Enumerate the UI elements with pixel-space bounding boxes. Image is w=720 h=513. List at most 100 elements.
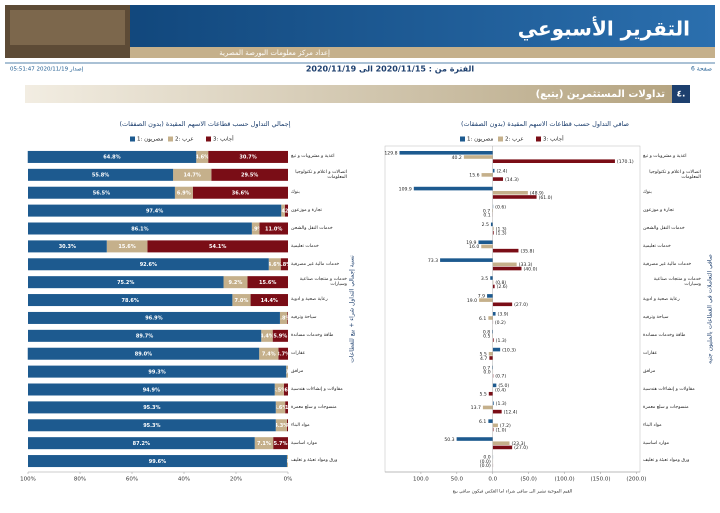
category-label-box: رعاية صحية و ادوية	[291, 291, 347, 309]
category-label-box: خدمات مالية غير مصرفية	[291, 255, 347, 273]
value-label: (14.3)	[505, 177, 519, 183]
value-label: 0.1	[483, 213, 490, 219]
category-label-box: اغذية و مشروبات و تبغ	[643, 148, 701, 166]
category-label-box: تجارة و موزعون	[643, 202, 701, 220]
category-label-box: ورق ومواد تعبئة و تغليف	[291, 452, 347, 470]
value-label: 5.5	[479, 392, 486, 398]
category-label: خدمات مالية غير مصرفية	[643, 255, 701, 273]
category-label-box: خدمات و منتجات صناعية وسيارات	[643, 273, 701, 291]
value-label: 13.7	[471, 405, 481, 411]
category-label: مواد البناء	[643, 416, 701, 434]
bar	[490, 276, 493, 280]
bar	[487, 294, 493, 298]
bar	[493, 410, 502, 414]
value-label: (0.0)	[480, 463, 491, 469]
value-label: (0.2)	[495, 320, 506, 326]
subtitle-bar	[130, 47, 715, 58]
segment-label: 15.6%	[259, 280, 276, 286]
category-label: رعاية صحية و ادوية	[291, 291, 347, 309]
segment-label: 54.1%	[209, 244, 226, 250]
segment-label: 14.4%	[261, 298, 278, 304]
bar	[493, 424, 498, 428]
legend-swatch	[168, 137, 173, 142]
segment-label: 4.6%	[268, 262, 282, 268]
x-tick-label: 0%	[284, 477, 293, 483]
segment-label: 14.7%	[184, 173, 201, 179]
segment-label: 6.9%	[177, 191, 191, 197]
category-label: سياحة وترفيه	[291, 309, 347, 327]
value-label: 3.5	[481, 276, 488, 282]
category-label: خدمات النقل والشحن	[291, 220, 347, 238]
category-label-box: مقاولات و إنشاءات هندسية	[643, 381, 701, 399]
category-label: مقاولات و إنشاءات هندسية	[291, 381, 347, 399]
legend-label: عرب :2	[505, 137, 524, 143]
bar	[488, 419, 492, 423]
legend-label: أجانب :3	[213, 135, 234, 143]
bar	[457, 437, 493, 441]
value-label: (0.4)	[495, 387, 506, 393]
x-tick-label: 40%	[178, 477, 190, 483]
legend-swatch	[130, 137, 135, 142]
segment-label: 96.9%	[145, 316, 162, 322]
segment-label: 78.6%	[122, 298, 139, 304]
chart-title: صافي التداول حسب قطاعات الاسهم المقيدة (…	[461, 120, 630, 128]
section-number: ٤.	[677, 90, 686, 100]
value-label: (12.4)	[504, 409, 518, 415]
category-label: خدمات مالية غير مصرفية	[291, 255, 347, 273]
segment-label: 29.5%	[241, 173, 258, 179]
value-label: 16.0	[469, 244, 479, 250]
category-label: تجارة و موزعون	[291, 202, 347, 220]
value-label: 15.6	[469, 173, 479, 179]
bar	[478, 240, 492, 244]
category-label-box: طاقة وخدمات مساندة	[291, 327, 347, 345]
category-label-box: مرافق	[643, 363, 701, 381]
category-label-box: خدمات النقل والشحن	[291, 220, 347, 238]
category-label: مواد البناء	[291, 416, 347, 434]
category-label: منسوجات و سلع معمرة	[643, 398, 701, 416]
page-number: صفحة 6	[691, 66, 712, 73]
category-label: خدمات و منتجات صناعية وسيارات	[643, 273, 701, 291]
bar	[493, 159, 615, 163]
bar	[479, 298, 493, 302]
category-label-box: خدمات مالية غير مصرفية	[643, 255, 701, 273]
segment-label: 95.3%	[143, 423, 160, 429]
value-label: (0.7)	[495, 374, 506, 380]
segment-label: 30.3%	[59, 244, 76, 250]
category-label-box: عقارات	[291, 345, 347, 363]
category-label-box: ورق ومواد تعبئة و تغليف	[643, 452, 701, 470]
segment-label: 95.3%	[143, 405, 160, 411]
segment-label: 87.2%	[133, 441, 150, 447]
report-title: التقرير الأسبوعي	[518, 16, 690, 42]
category-label-box: تجارة و موزعون	[291, 202, 347, 220]
category-label: خدمات و منتجات صناعية وسيارات	[291, 273, 347, 291]
value-label: 2.5	[482, 222, 489, 228]
legend-swatch	[206, 137, 211, 142]
bar	[493, 267, 522, 271]
category-label-box: عقارات	[643, 345, 701, 363]
value-label: 6.1	[479, 316, 486, 322]
legend-label: أجانب :3	[543, 135, 564, 143]
bar	[493, 285, 495, 289]
bar	[491, 223, 493, 227]
value-label: (1.3)	[496, 338, 507, 344]
segment-label: 5.7%	[274, 441, 288, 447]
category-label: تجارة و موزعون	[643, 202, 701, 220]
value-label: 4.7	[480, 356, 487, 362]
bar	[493, 191, 528, 195]
bar	[482, 173, 493, 177]
value-label: 0.0	[483, 369, 490, 375]
x-tick-label: 80%	[74, 477, 86, 483]
category-label-box: رعاية صحية و ادوية	[643, 291, 701, 309]
category-label: اتصالات و اعلام و تكنولوجيا المعلومات	[291, 166, 347, 184]
category-label-box: موارد اساسية	[643, 434, 701, 452]
segment-label: 15.6%	[118, 244, 135, 250]
segment-label: 92.6%	[140, 262, 157, 268]
category-label-box: بنوك	[643, 184, 701, 202]
x-tick-label: (150.0)	[590, 477, 610, 483]
value-label: (2.4)	[496, 168, 507, 174]
segment-label: 64.8%	[103, 155, 120, 161]
category-label-box: منسوجات و سلع معمرة	[643, 398, 701, 416]
bar	[488, 316, 492, 320]
value-label: 19.0	[467, 298, 477, 304]
